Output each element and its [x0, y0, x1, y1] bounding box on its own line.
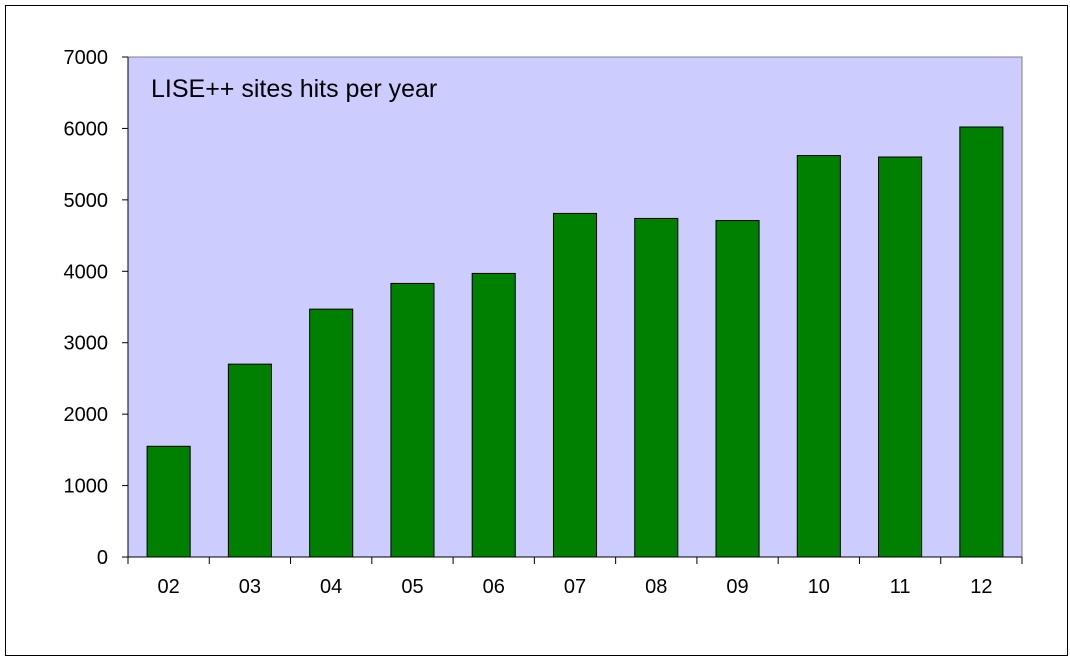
bar-12: [959, 126, 1004, 558]
y-tick-label: 6000: [64, 118, 109, 140]
bar-02: [146, 445, 191, 558]
bar-06: [471, 272, 516, 558]
y-tick-label: 0: [97, 547, 108, 569]
y-tick-label: 2000: [64, 404, 109, 426]
y-tick-label: 5000: [64, 190, 109, 212]
y-tick-label: 1000: [64, 476, 109, 498]
y-tick-label: 4000: [64, 261, 109, 283]
bar-04: [309, 308, 354, 558]
x-tick-label: 02: [158, 576, 180, 598]
bar-03: [227, 363, 272, 558]
bar-05: [390, 282, 435, 558]
x-tick-label: 05: [401, 576, 423, 598]
bar-07: [552, 212, 598, 558]
bar-11: [878, 156, 923, 558]
chart-title: LISE++ sites hits per year: [151, 75, 437, 103]
x-tick-label: 03: [239, 576, 261, 598]
y-tick-label: 7000: [64, 47, 109, 69]
x-tick-label: 12: [970, 576, 992, 598]
x-tick-label: 08: [645, 576, 667, 598]
x-tick-label: 10: [808, 576, 830, 598]
x-tick-label: 11: [890, 576, 911, 598]
bar-08: [634, 217, 679, 558]
x-tick-label: 06: [483, 576, 505, 598]
bar-chart: 0 1000 2000 3000 4000 5000 6000 7000 02 03 04 05 06…: [64, 47, 1023, 598]
chart-frame: 0 1000 2000 3000 4000 5000 6000 7000 02 03 04 05 06…: [5, 5, 1068, 656]
bar-09: [715, 220, 760, 558]
bar-10: [796, 155, 841, 558]
x-tick-label: 07: [564, 576, 586, 598]
y-axis: 0 1000 2000 3000 4000 5000 6000 7000: [64, 47, 129, 569]
y-tick-label: 3000: [64, 333, 109, 355]
x-tick-label: 04: [320, 576, 342, 598]
x-tick-label: 09: [726, 576, 748, 598]
bar-series: [146, 126, 1004, 558]
x-axis: 02 03 04 05 06 07 08 09 10 11 12: [127, 556, 1023, 598]
